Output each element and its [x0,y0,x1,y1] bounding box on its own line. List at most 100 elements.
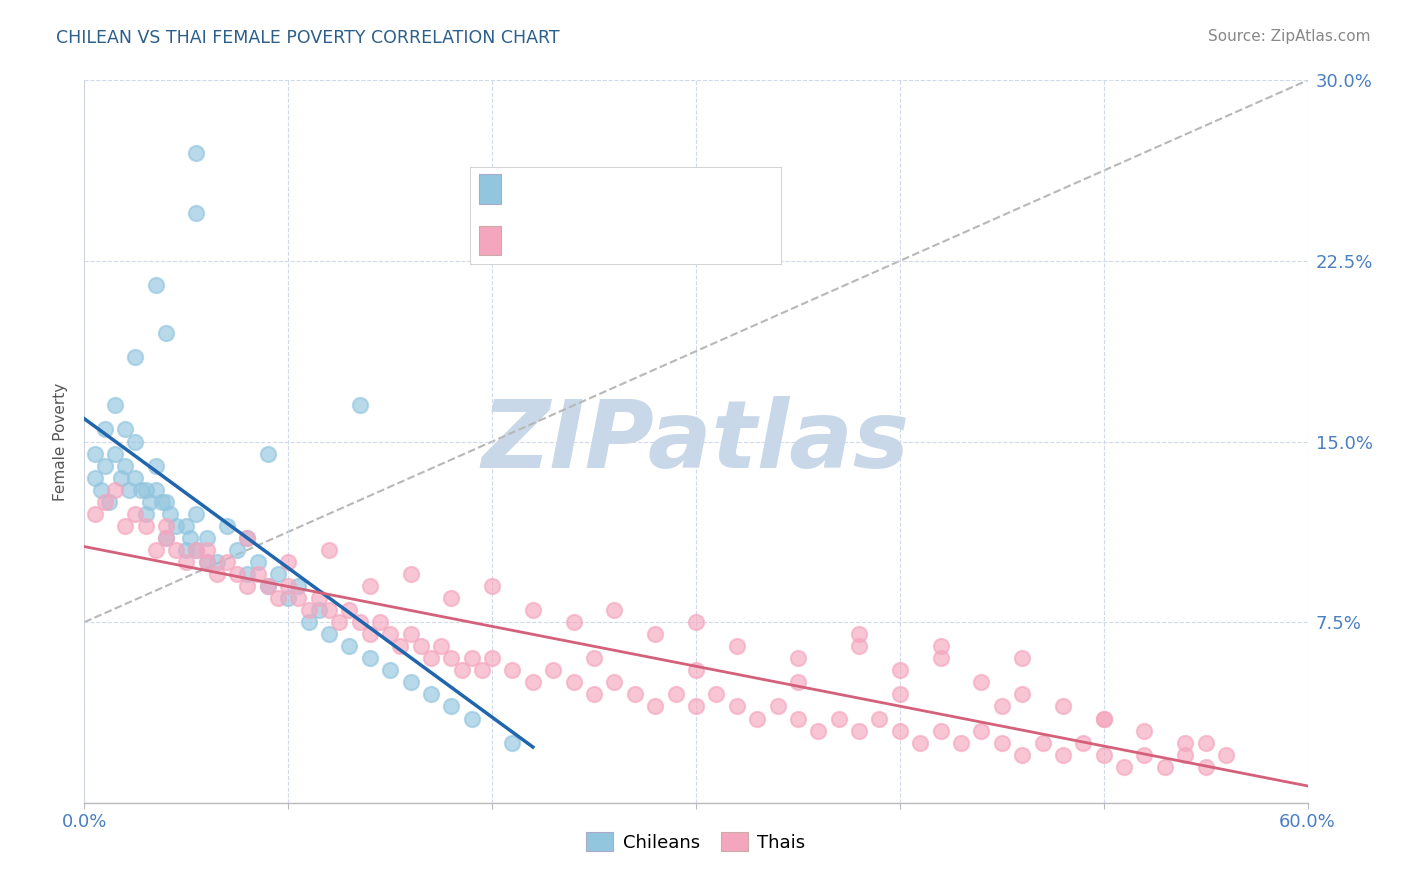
Point [145,277,167,292]
Point [562,675,585,690]
Point [104,446,127,460]
Point [308,591,330,605]
Text: CHILEAN VS THAI FEMALE POVERTY CORRELATION CHART: CHILEAN VS THAI FEMALE POVERTY CORRELATI… [56,29,560,47]
Point [583,687,606,701]
Point [145,458,167,473]
Point [159,507,181,521]
Point [828,712,851,726]
Point [471,664,494,678]
Point [359,651,381,665]
Point [502,735,524,749]
Point [110,470,132,484]
Point [929,651,952,665]
Point [1011,687,1033,701]
Point [104,483,127,497]
Point [970,723,993,738]
Point [368,615,391,630]
Point [174,518,197,533]
Point [349,398,371,412]
Point [848,723,870,738]
Point [502,664,524,678]
Point [1195,760,1218,774]
Point [236,579,259,593]
Point [83,446,105,460]
Point [150,494,173,508]
Point [186,542,208,557]
Point [685,699,707,714]
Point [217,518,239,533]
Point [277,555,299,569]
Point [665,687,688,701]
Point [226,542,249,557]
Point [481,579,503,593]
Point [725,699,748,714]
Point [1052,747,1074,762]
Point [179,531,201,545]
Point [93,494,115,508]
Point [848,627,870,641]
Point [1174,735,1197,749]
Point [522,603,544,617]
Point [1092,712,1115,726]
Point [83,507,105,521]
Point [217,555,239,569]
Point [1032,735,1054,749]
Point [787,651,810,665]
Point [910,735,932,749]
Point [155,531,177,545]
Point [195,542,218,557]
Point [114,422,136,436]
Point [440,591,463,605]
Point [205,555,228,569]
Point [195,555,218,569]
Text: Source: ZipAtlas.com: Source: ZipAtlas.com [1208,29,1371,45]
Point [583,651,606,665]
Point [131,483,153,497]
Point [389,639,412,653]
Point [420,687,443,701]
Point [195,531,218,545]
Point [93,458,115,473]
Point [277,591,299,605]
Point [97,494,120,508]
Point [450,664,472,678]
Point [93,422,115,436]
Point [644,627,666,641]
Point [246,555,269,569]
Point [380,664,402,678]
Point [83,470,105,484]
Point [257,579,280,593]
Point [174,555,197,569]
Point [1154,760,1177,774]
Point [461,651,484,665]
Point [339,603,361,617]
Point [706,687,728,701]
Point [603,675,626,690]
Text: ZIPatlas: ZIPatlas [482,395,910,488]
Point [991,735,1014,749]
Point [685,615,707,630]
Point [644,699,666,714]
Point [359,579,381,593]
Point [124,470,146,484]
Point [420,651,443,665]
Point [124,434,146,449]
Point [562,615,585,630]
Point [1215,747,1237,762]
Point [1174,747,1197,762]
Point [90,483,112,497]
Point [257,446,280,460]
Point [186,542,208,557]
Point [186,145,208,160]
Point [236,531,259,545]
Point [807,723,830,738]
Point [1092,712,1115,726]
Point [1052,699,1074,714]
Point [267,591,290,605]
Point [257,579,280,593]
Point [787,712,810,726]
Point [685,664,707,678]
Point [155,518,177,533]
Point [174,542,197,557]
Point [145,483,167,497]
